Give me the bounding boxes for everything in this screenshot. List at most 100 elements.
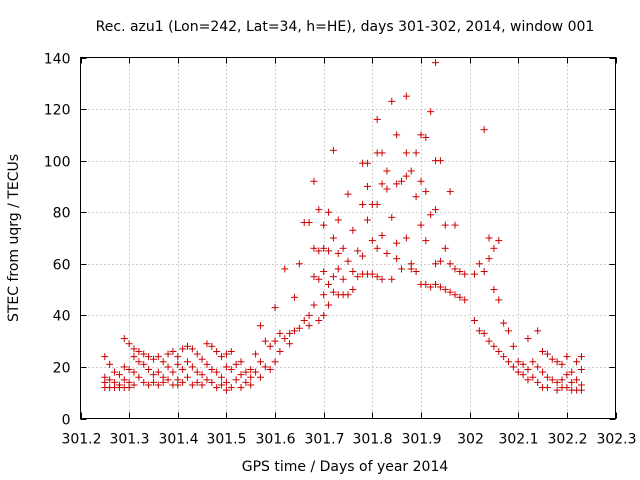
data-point-marker (140, 350, 148, 358)
data-point-marker (553, 378, 561, 386)
data-point-marker (359, 200, 367, 208)
data-point-marker (218, 373, 226, 381)
data-point-marker (276, 347, 284, 355)
data-point-marker (213, 384, 221, 392)
data-point-marker (120, 376, 128, 384)
data-point-marker (514, 358, 522, 366)
data-point-marker (553, 386, 561, 394)
data-point-marker (480, 329, 488, 337)
data-point-marker (334, 265, 342, 273)
data-point-marker (213, 368, 221, 376)
data-point-marker (393, 131, 401, 139)
data-point-marker (310, 177, 318, 185)
data-point-marker (149, 355, 157, 363)
data-point-marker (106, 360, 114, 368)
data-point-marker (422, 133, 430, 141)
data-point-marker (174, 381, 182, 389)
data-point-marker (329, 288, 337, 296)
data-point-marker (329, 234, 337, 242)
data-point-marker (480, 126, 488, 134)
data-point-marker (315, 247, 323, 255)
data-point-marker (149, 378, 157, 386)
y-tick-label: 40 (53, 309, 71, 325)
data-point-marker (519, 371, 527, 379)
data-point-marker (470, 317, 478, 325)
data-point-marker (222, 350, 230, 358)
data-point-marker (485, 337, 493, 345)
data-point-marker (193, 368, 201, 376)
data-point-marker (543, 384, 551, 392)
data-point-marker (373, 200, 381, 208)
data-point-marker (140, 360, 148, 368)
data-point-marker (256, 373, 264, 381)
data-point-marker (130, 381, 138, 389)
data-point-marker (315, 206, 323, 214)
data-point-marker (441, 244, 449, 252)
data-point-marker (514, 368, 522, 376)
data-point-marker (373, 273, 381, 281)
data-point-marker (412, 268, 420, 276)
data-point-marker (461, 270, 469, 278)
data-point-marker (261, 363, 269, 371)
data-point-marker (145, 381, 153, 389)
data-point-marker (242, 368, 250, 376)
data-point-marker (490, 342, 498, 350)
data-point-marker (344, 190, 352, 198)
data-point-marker (422, 237, 430, 245)
data-point-marker (543, 373, 551, 381)
data-point-marker (427, 108, 435, 116)
data-point-marker (490, 244, 498, 252)
data-point-marker (407, 265, 415, 273)
data-point-marker (378, 180, 386, 188)
data-point-marker (349, 226, 357, 234)
data-point-marker (432, 206, 440, 214)
x-tick-label: 301.4 (158, 432, 198, 448)
data-point-marker (441, 286, 449, 294)
data-point-marker (130, 368, 138, 376)
data-point-marker (125, 384, 133, 392)
data-point-marker (388, 97, 396, 105)
data-point-marker (398, 265, 405, 273)
data-point-marker (490, 286, 498, 294)
data-point-marker (179, 366, 187, 374)
data-point-marker (247, 373, 255, 381)
data-point-marker (368, 237, 376, 245)
data-point-marker (295, 324, 303, 332)
data-point-marker (368, 270, 376, 278)
data-point-marker (436, 283, 444, 291)
data-point-marker (451, 265, 459, 273)
data-point-marker (456, 293, 464, 301)
data-point-marker (106, 376, 114, 384)
data-point-marker (208, 378, 216, 386)
data-point-marker (509, 363, 517, 371)
data-point-marker (441, 221, 449, 229)
data-point-marker (325, 280, 333, 288)
grid-lines (80, 57, 616, 419)
data-point-marker (222, 363, 230, 371)
data-point-marker (247, 366, 255, 374)
data-point-marker (203, 376, 211, 384)
plot-frame (80, 57, 616, 419)
data-point-marker (519, 360, 527, 368)
y-tick-label: 140 (44, 52, 71, 68)
x-axis-tick-labels: 301.2 301.3 301.4 301.5 301.6 301.7 301.8 301.9… (61, 432, 636, 448)
data-point-marker (417, 131, 425, 139)
data-point-marker (432, 59, 440, 67)
data-point-marker (529, 358, 537, 366)
data-point-marker (412, 193, 420, 201)
data-point-marker (388, 275, 396, 283)
data-point-marker (125, 366, 133, 374)
data-point-marker (393, 255, 401, 263)
x-axis-label: GPS time / Days of year 2014 (242, 459, 449, 475)
data-point-marker (125, 340, 133, 348)
data-point-marker (534, 378, 542, 386)
data-point-marker (179, 378, 187, 386)
data-point-marker (461, 296, 469, 304)
data-point-marker (188, 345, 196, 353)
data-point-marker (325, 247, 333, 255)
data-point-marker (256, 358, 264, 366)
data-point-marker (539, 368, 547, 376)
data-point-marker (451, 221, 459, 229)
data-point-marker (568, 368, 576, 376)
